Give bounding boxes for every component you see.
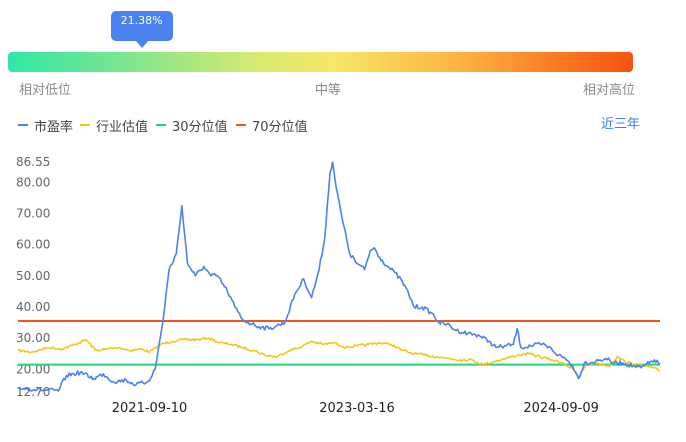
percentile-gradient-bar xyxy=(8,52,633,72)
legend-label-industry: 行业估值 xyxy=(96,119,149,135)
y-tick-label: 70.00 xyxy=(16,207,50,221)
valuation-line-chart: 12.70 20.00 30.00 40.00 50.00 60.00 70.00 80.00… xyxy=(16,155,661,416)
percentile-low-label: 相对低位 xyxy=(19,83,72,98)
percentile-value-text: 21.38% xyxy=(120,14,163,27)
x-tick-label: 2021-09-10 xyxy=(112,401,188,416)
legend-item-pe[interactable]: 市盈率 xyxy=(18,112,73,138)
y-tick-label: 12.70 xyxy=(16,385,50,399)
percentile-high-label: 相对高位 xyxy=(583,83,636,98)
y-tick-label: 20.00 xyxy=(16,362,50,376)
legend-label-p70: 70分位值 xyxy=(252,119,308,135)
y-tick-label: 86.55 xyxy=(16,155,50,169)
legend-label-p30: 30分位值 xyxy=(172,119,228,135)
y-tick-label: 30.00 xyxy=(16,331,50,345)
legend-swatch-p70 xyxy=(236,124,246,126)
legend-swatch-industry xyxy=(80,124,90,126)
x-axis-ticks: 2021-09-10 2023-03-16 2024-09-09 xyxy=(112,401,599,416)
series-line-industry xyxy=(17,336,661,378)
percentile-mid-label: 中等 xyxy=(315,83,342,98)
percentile-indicator: 21.38% 相对低位 中等 相对高位 xyxy=(0,0,686,100)
legend-swatch-pe xyxy=(18,124,28,126)
legend-swatch-p30 xyxy=(156,124,166,126)
y-axis-ticks: 12.70 20.00 30.00 40.00 50.00 60.00 70.00 80.00… xyxy=(16,155,50,399)
series-line-pe xyxy=(17,161,661,392)
y-tick-label: 40.00 xyxy=(16,300,50,314)
legend-label-pe: 市盈率 xyxy=(34,119,74,135)
legend-item-p30[interactable]: 30分位值 xyxy=(156,112,228,138)
chart-legend: 市盈率 行业估值 30分位值 70分位值 xyxy=(0,112,686,138)
percentile-value-tooltip: 21.38% xyxy=(110,11,173,48)
series-lines xyxy=(17,161,661,392)
y-tick-label: 50.00 xyxy=(16,269,50,283)
legend-item-industry[interactable]: 行业估值 xyxy=(80,112,148,138)
x-tick-label: 2024-09-09 xyxy=(523,401,599,416)
legend-item-p70[interactable]: 70分位值 xyxy=(236,112,308,138)
period-selector-link[interactable]: 近三年 xyxy=(600,117,640,132)
y-tick-label: 80.00 xyxy=(16,175,50,189)
y-tick-label: 60.00 xyxy=(16,238,50,252)
x-tick-label: 2023-03-16 xyxy=(319,401,395,416)
